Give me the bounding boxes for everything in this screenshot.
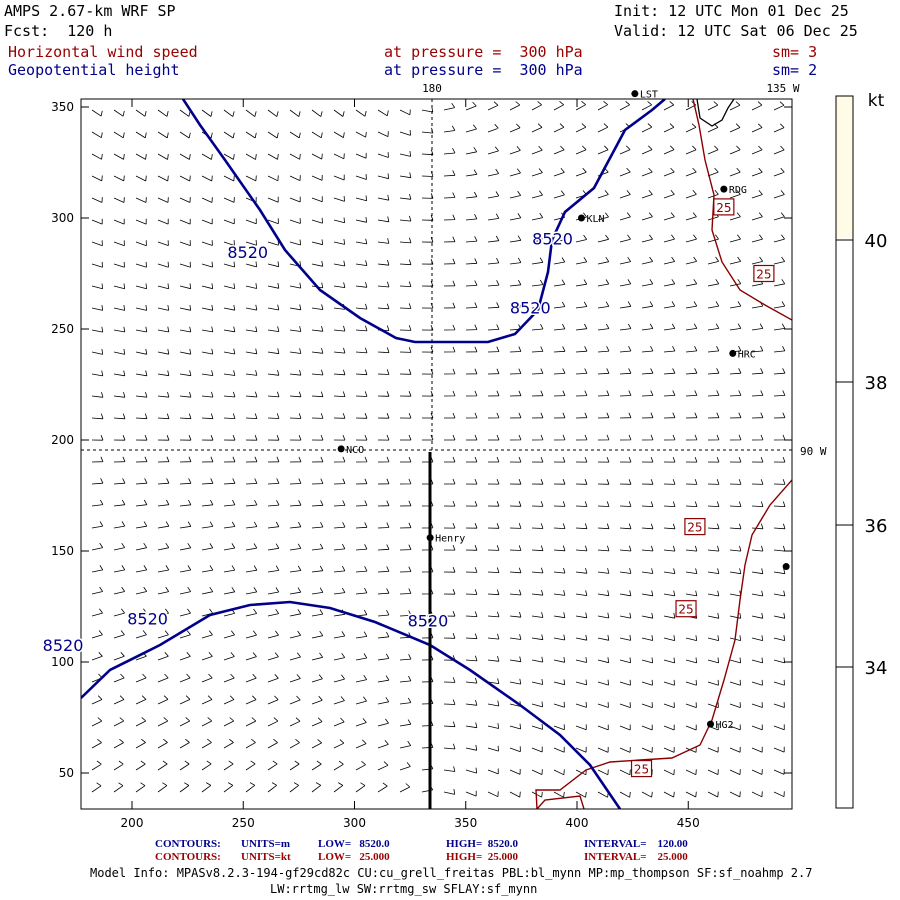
- coastline: [696, 99, 735, 127]
- colorbar-tick-label: 36: [865, 516, 888, 537]
- height-contour-label: 8520: [127, 609, 168, 628]
- y-tick-label: 300: [51, 211, 74, 225]
- contour-labels: 8520 8520 8520 8520 8520 8520: [41, 228, 574, 656]
- wind-contour-25-tail: [536, 795, 585, 809]
- model-title: AMPS 2.67-km WRF SP: [4, 2, 176, 20]
- x-tick-label: 400: [566, 816, 589, 830]
- y-tick-label: 350: [51, 100, 74, 114]
- footer-wind-interval: INTERVAL= 25.000: [584, 851, 688, 863]
- height-contour-label: 8520: [43, 636, 84, 655]
- y-tick-label: 50: [59, 766, 74, 780]
- field-2-level: at pressure = 300 hPa: [384, 61, 583, 79]
- footer-wind-high: HIGH= 25.000: [446, 851, 518, 863]
- init-time: Init: 12 UTC Mon 01 Dec 25: [614, 2, 849, 20]
- station-dot: [782, 563, 790, 571]
- station-label: NCO: [346, 445, 364, 456]
- wind-contour-25-south: [535, 479, 792, 809]
- station-label: KLN: [586, 214, 604, 225]
- wind-contour-label: 25: [716, 201, 731, 215]
- colorbar-tick-label: 38: [865, 373, 888, 394]
- colorbar-tick-label: 40: [865, 231, 888, 252]
- y-tick-label: 200: [51, 433, 74, 447]
- colorbar-top-band: [836, 96, 853, 238]
- height-contour-label: 8520: [532, 230, 573, 249]
- station-dot: [337, 445, 345, 453]
- footer-height-low: LOW= 8520.0: [318, 838, 390, 850]
- footer-wind-contours: CONTOURS:: [155, 851, 221, 863]
- footer-height-interval: INTERVAL= 120.00: [584, 838, 688, 850]
- wind-contour-25-east: [692, 99, 792, 321]
- colorbar-frame: [835, 95, 854, 809]
- colorbar-unit: kt: [868, 91, 885, 111]
- station-dot: [729, 349, 737, 357]
- height-contour-8520-south: [81, 600, 622, 809]
- station-dot: [426, 534, 434, 542]
- valid-time: Valid: 12 UTC Sat 06 Dec 25: [614, 22, 858, 40]
- x-tick-label: 300: [343, 816, 366, 830]
- wind-label-box: [684, 517, 706, 536]
- meridian-180-label: 180: [422, 82, 442, 95]
- x-tick-label: 250: [232, 816, 255, 830]
- colorbar: kt 40 38 36 34: [835, 91, 888, 809]
- x-tick-label: 200: [121, 816, 144, 830]
- colorbar-tick-label: 34: [865, 658, 888, 679]
- footer-height-units: UNITS=m: [241, 838, 291, 850]
- wind-label-box: [630, 759, 653, 778]
- footer-wind-units: UNITS=kt: [241, 851, 291, 863]
- y-tick-label: 250: [51, 322, 74, 336]
- stations: LST RDG KLN HRC NCO Henry HG2: [337, 90, 790, 731]
- field-1-level: at pressure = 300 hPa: [384, 43, 583, 61]
- station-dot: [707, 720, 714, 728]
- wind-contour-label: 25: [678, 603, 693, 617]
- station-dot: [720, 185, 728, 193]
- footer-height-contours: CONTOURS:: [155, 838, 221, 850]
- footer-height-high: HIGH= 8520.0: [446, 838, 518, 850]
- plot-frame: [80, 98, 793, 810]
- wind-contour-label: 25: [634, 763, 649, 777]
- wind-contour-label: 25: [756, 268, 771, 282]
- footer-wind-low: LOW= 25.000: [318, 851, 390, 863]
- meridian-135w-label: 135 W: [766, 82, 799, 95]
- wind-contour-label: 25: [687, 521, 702, 535]
- height-contour-label: 8520: [408, 611, 449, 630]
- height-contour-8520-north: [181, 99, 666, 344]
- y-tick-label: 100: [51, 655, 74, 669]
- axis-ticks: 200 250 300 350 400 450 50 100 150 200 250 300 350: [51, 99, 792, 830]
- field-1-smoothing: sm= 3: [772, 43, 818, 61]
- wind-barb-field: [91, 100, 786, 798]
- station-label: Henry: [435, 534, 465, 545]
- field-1-name: Horizontal wind speed: [8, 43, 198, 61]
- height-contour-label: 8520: [227, 243, 268, 262]
- y-tick-label: 150: [51, 544, 74, 558]
- wind-label-box: [675, 600, 697, 618]
- field-2-name: Geopotential height: [8, 61, 180, 79]
- station-label: HG2: [716, 720, 734, 731]
- forecast-hour: Fcst: 120 h: [4, 22, 113, 40]
- station-dot: [631, 90, 639, 98]
- x-tick-label: 450: [677, 816, 700, 830]
- station-label: HRC: [738, 349, 756, 360]
- meridian-90w-label: 90 W: [800, 445, 827, 458]
- wind-labels: 25 25 25 25 25: [630, 198, 775, 778]
- x-tick-label: 350: [454, 816, 477, 830]
- wind-label-box: [713, 198, 735, 216]
- field-2-smoothing: sm= 2: [772, 61, 818, 79]
- station-label: LST: [640, 90, 658, 101]
- model-info: Model Info: MPASv8.2.3-194-gf29cd82c CU:…: [90, 866, 813, 880]
- station-dot: [577, 214, 585, 222]
- station-label: RDG: [729, 185, 747, 196]
- model-info-physics: LW:rrtmg_lw SW:rrtmg_sw SFLAY:sf_mynn: [270, 882, 538, 896]
- wind-label-box: [753, 264, 775, 283]
- height-contour-label: 8520: [510, 298, 551, 317]
- wind-barbs: [91, 100, 786, 798]
